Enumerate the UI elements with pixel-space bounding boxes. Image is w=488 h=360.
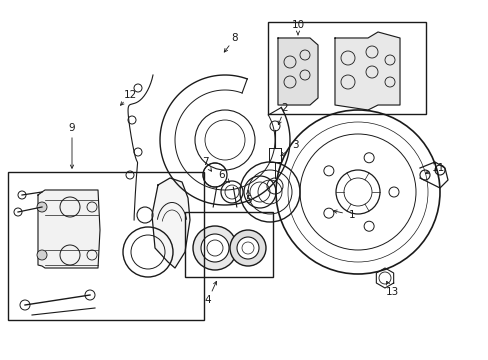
Polygon shape: [152, 178, 190, 268]
Text: 8: 8: [231, 33, 238, 43]
Text: 11: 11: [430, 163, 444, 173]
Text: 7: 7: [201, 157, 208, 167]
Text: 5: 5: [244, 195, 251, 205]
Bar: [267, 22, 425, 114]
Circle shape: [237, 237, 259, 259]
Bar: [8, 172, 203, 320]
Text: 10: 10: [291, 20, 304, 30]
Circle shape: [37, 250, 47, 260]
Circle shape: [193, 226, 237, 270]
Text: 6: 6: [218, 170, 225, 180]
Circle shape: [229, 230, 265, 266]
Text: 12: 12: [123, 90, 136, 100]
Text: 13: 13: [385, 287, 398, 297]
Bar: [184, 212, 272, 277]
Text: 2: 2: [281, 103, 288, 113]
Polygon shape: [278, 38, 317, 105]
Text: 3: 3: [291, 140, 298, 150]
Circle shape: [37, 202, 47, 212]
Text: 9: 9: [68, 123, 75, 133]
Text: 4: 4: [204, 295, 211, 305]
Polygon shape: [38, 190, 100, 268]
Text: 1: 1: [348, 210, 355, 220]
Circle shape: [201, 234, 228, 262]
Polygon shape: [334, 32, 399, 110]
